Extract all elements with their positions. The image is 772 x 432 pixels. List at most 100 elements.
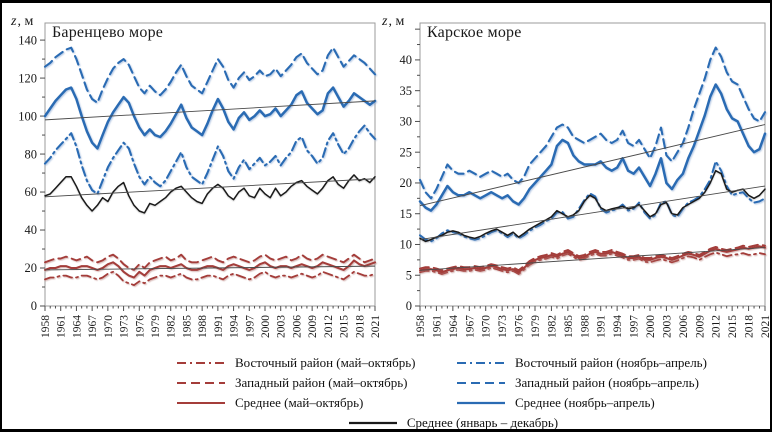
x-tick-label: 1979	[150, 315, 162, 338]
legend-row-annual: Среднее (январь – декабрь)	[210, 413, 690, 430]
x-tick-label: 2000	[260, 315, 272, 338]
y-tick-label: 0	[31, 299, 37, 313]
x-tick-label: 2012	[323, 315, 335, 338]
x-tick-label: 2018	[744, 315, 756, 338]
y-tick-label: 40	[400, 53, 413, 67]
y-tick-label: 140	[18, 33, 37, 47]
legend-item-label: Западный район (ноябрь–апрель)	[515, 375, 699, 390]
y-tick-label: 25	[400, 145, 413, 159]
legend: Восточный район (май–октябрь) Западный ра…	[170, 353, 770, 430]
x-tick-label: 2021	[760, 315, 770, 338]
x-tick-label: 2003	[276, 315, 288, 338]
x-tick-label: 2018	[354, 315, 366, 338]
legend-line-sample-solid	[457, 401, 505, 405]
x-tick-label: 2021	[370, 315, 382, 338]
y-axis-variable: z	[382, 14, 388, 29]
panel-title-barents: Баренцево море	[52, 24, 164, 41]
legend-item-label: Среднее (январь – декабрь)	[406, 415, 559, 430]
legend-item: Восточный район (май–октябрь)	[170, 353, 450, 373]
y-tick-label: 20	[400, 176, 413, 190]
legend-item: Среднее (ноябрь–апрель)	[450, 393, 770, 413]
plot-frame	[419, 22, 766, 307]
legend-item: Среднее (январь – декабрь)	[342, 413, 559, 430]
y-tick-label: 120	[18, 71, 37, 85]
y-tick-label: 10	[400, 238, 413, 252]
y-axis-label-right: z, м	[382, 14, 404, 30]
y-tick-label: 100	[18, 109, 37, 123]
trend-line	[419, 124, 766, 207]
legend-item-label: Восточный район (ноябрь–апрель)	[515, 355, 707, 370]
x-tick-label: 1997	[629, 315, 641, 338]
x-tick-label: 1994	[229, 315, 241, 338]
y-axis-variable: z	[11, 14, 17, 29]
panel-0: 0 20 40 60 80 100 120 140 1958 1961 1964 1967 1970 19…	[18, 22, 382, 338]
series-line-red-dashed	[419, 243, 766, 272]
panel-title-kara: Карское море	[427, 24, 522, 41]
y-tick-label: 80	[25, 147, 38, 161]
x-tick-label: 1958	[415, 315, 427, 338]
x-tick-label: 1985	[181, 315, 193, 338]
x-tick-label: 1973	[119, 315, 131, 338]
series-line-blue-dashdot	[43, 124, 377, 195]
series-line-red-solid	[419, 245, 766, 274]
series-line-red-dashed	[44, 253, 376, 271]
x-tick-label: 1961	[431, 315, 443, 338]
x-tick-label: 2015	[727, 315, 739, 338]
legend-item-label: Среднее (ноябрь–апрель)	[515, 395, 655, 410]
series-line-blue-solid	[418, 83, 767, 212]
x-tick-label: 2015	[339, 315, 351, 338]
legend-marker-box	[170, 399, 226, 407]
legend-line-sample-dashed	[177, 382, 225, 384]
trend-line	[44, 178, 376, 198]
series-line-blue-dashdot	[419, 160, 766, 243]
y-tick-label: 40	[25, 223, 38, 237]
x-tick-label: 2009	[694, 315, 706, 338]
x-tick-label: 1958	[40, 315, 52, 338]
y-axis-label-left: z, м	[11, 14, 33, 30]
legend-column-may-october: Восточный район (май–октябрь) Западный ра…	[170, 353, 450, 413]
x-tick-label: 2003	[661, 315, 673, 338]
panel-1: 0 5 10 15 20 25 30 35 40 1958 1961 1964 1967 1970 1973…	[400, 22, 770, 338]
x-tick-label: 1997	[244, 315, 256, 338]
legend-marker-box	[450, 379, 506, 387]
x-tick-label: 1976	[134, 315, 146, 338]
trend-line	[44, 100, 376, 121]
x-tick-label: 1967	[87, 315, 99, 338]
x-tick-label: 2006	[291, 315, 303, 338]
series-line-black-solid	[419, 169, 766, 243]
legend-column-november-april: Восточный район (ноябрь–апрель) Западный …	[450, 353, 770, 413]
x-tick-label: 1985	[563, 315, 575, 338]
legend-item-label: Восточный район (май–октябрь)	[235, 355, 416, 370]
trend-line	[419, 247, 766, 271]
x-tick-label: 1964	[71, 315, 83, 338]
series-line-blue-solid	[43, 86, 377, 150]
x-tick-label: 2006	[678, 315, 690, 338]
legend-marker-box	[170, 359, 226, 367]
y-tick-label: 30	[400, 115, 413, 129]
x-tick-label: 1967	[464, 315, 476, 338]
legend-item-label: Среднее (май–октябрь)	[235, 395, 364, 410]
x-tick-label: 2009	[307, 315, 319, 338]
series-line-blue-dashed	[418, 46, 767, 200]
legend-marker-box	[342, 419, 398, 427]
x-tick-label: 1973	[497, 315, 509, 338]
legend-line-sample-solid	[348, 421, 397, 425]
x-tick-label: 2012	[711, 315, 723, 338]
x-tick-label: 1988	[197, 315, 209, 338]
legend-item-label: Западный район (май–октябрь)	[235, 375, 408, 390]
series-line-red-dashdot	[44, 270, 376, 287]
x-tick-label: 2000	[645, 315, 657, 338]
legend-item: Западный район (май–октябрь)	[170, 373, 450, 393]
legend-line-sample-dashdot	[457, 361, 505, 365]
series-line-blue-dashed	[43, 46, 377, 104]
x-tick-label: 1976	[514, 315, 526, 338]
series-line-black-solid	[44, 174, 376, 214]
x-tick-label: 1970	[481, 315, 493, 338]
y-tick-label: 20	[25, 261, 38, 275]
legend-marker-box	[450, 399, 506, 407]
trend-line	[419, 185, 766, 241]
x-tick-label: 1994	[612, 315, 624, 338]
y-axis-unit: , м	[388, 14, 405, 29]
